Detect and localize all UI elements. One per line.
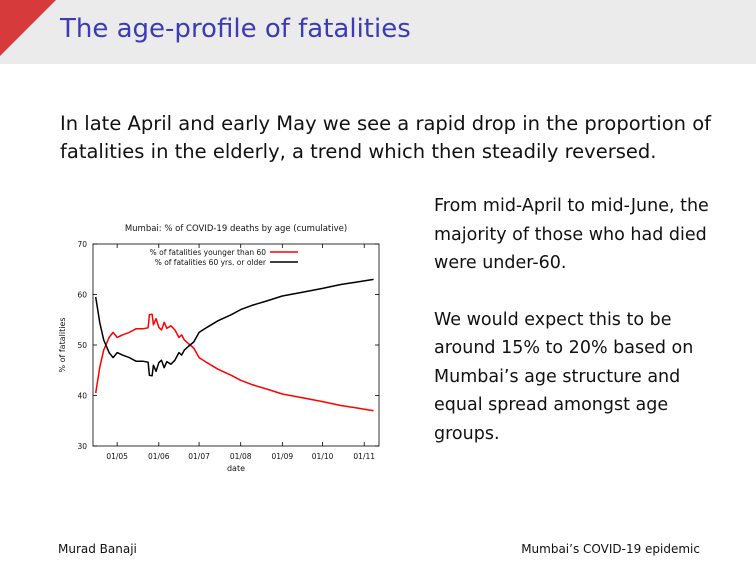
x-tick-label: 01/05 <box>106 452 128 461</box>
x-tick-label: 01/08 <box>230 452 252 461</box>
y-tick-label: 60 <box>77 291 87 300</box>
header-bar <box>0 0 756 64</box>
page-title: The age-profile of fatalities <box>60 14 411 44</box>
chart-title: Mumbai: % of COVID-19 deaths by age (cum… <box>125 224 347 234</box>
x-tick-label: 01/06 <box>148 452 170 461</box>
plot-frame <box>92 243 380 447</box>
series-line-over-60 <box>94 278 374 377</box>
y-tick-label: 70 <box>77 240 87 249</box>
x-tick-label: 01/11 <box>353 452 375 461</box>
series-line-under-60 <box>94 313 374 412</box>
fatalities-chart: Mumbai: % of COVID-19 deaths by age (cum… <box>58 224 380 473</box>
x-axis-label: date <box>227 464 245 473</box>
y-axis-label: % of fatalities <box>58 317 67 372</box>
intro-text: In late April and early May we see a rap… <box>60 112 712 163</box>
y-tick-label: 40 <box>77 392 87 401</box>
y-tick-label: 30 <box>77 442 87 451</box>
legend-label: % of fatalities 60 yrs. or older <box>155 258 267 267</box>
x-tick-label: 01/10 <box>312 452 334 461</box>
y-tick-label: 50 <box>77 341 87 350</box>
x-tick-label: 01/09 <box>272 452 294 461</box>
footer-author: Murad Banaji <box>58 542 137 556</box>
corner-accent <box>0 0 56 56</box>
right-paragraph-2: We would expect this to be around 15% to… <box>434 309 694 444</box>
right-column: From mid-April to mid-June, the majority… <box>434 192 734 476</box>
right-paragraph-1: From mid-April to mid-June, the majority… <box>434 196 709 273</box>
legend-label: % of fatalities younger than 60 <box>150 248 267 257</box>
x-tick-label: 01/07 <box>188 452 210 461</box>
footer-talk-title: Mumbai’s COVID-19 epidemic <box>521 542 700 556</box>
